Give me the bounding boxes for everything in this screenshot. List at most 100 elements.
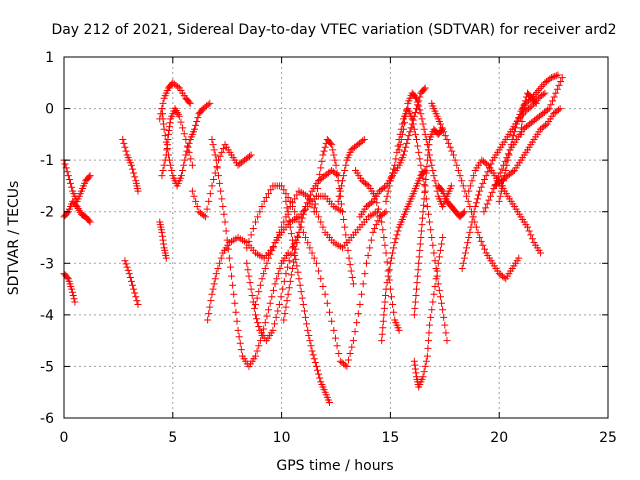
data-point	[121, 257, 129, 265]
data-point	[424, 344, 432, 352]
data-point	[63, 168, 71, 176]
data-point	[323, 299, 331, 307]
data-point	[303, 199, 311, 207]
data-point	[498, 165, 506, 173]
data-point	[439, 234, 447, 241]
data-point	[86, 218, 94, 226]
data-point	[351, 328, 359, 336]
data-point	[440, 313, 448, 321]
data-point	[306, 337, 314, 345]
x-tick-label: 10	[273, 430, 291, 446]
data-point	[435, 286, 443, 294]
data-point	[479, 241, 487, 249]
data-point	[275, 301, 283, 309]
data-point	[333, 170, 341, 178]
data-point	[255, 342, 263, 350]
data-point	[414, 98, 422, 106]
data-point	[319, 282, 327, 290]
data-point	[188, 161, 196, 169]
data-point	[315, 267, 323, 275]
data-point	[429, 241, 437, 249]
data-point	[180, 130, 188, 138]
data-point	[269, 243, 277, 251]
data-point	[417, 161, 425, 169]
data-point	[300, 206, 308, 214]
data-point	[251, 218, 259, 226]
data-point	[411, 298, 419, 306]
data-point	[318, 157, 326, 165]
data-point	[435, 253, 443, 261]
data-point	[219, 203, 227, 211]
data-point	[256, 208, 264, 216]
data-point	[298, 294, 306, 302]
data-point	[329, 146, 337, 154]
data-point	[279, 285, 287, 293]
data-point	[469, 213, 477, 221]
data-point	[166, 156, 174, 164]
data-point	[518, 117, 526, 125]
data-point	[387, 293, 395, 301]
data-point	[251, 301, 259, 309]
data-point	[297, 288, 305, 296]
data-point	[319, 151, 327, 159]
data-point	[317, 275, 325, 283]
data-point	[353, 319, 361, 327]
data-point	[208, 136, 216, 144]
data-point	[411, 93, 419, 101]
data-point	[481, 175, 489, 183]
data-point	[382, 197, 390, 205]
data-point	[86, 172, 94, 180]
data-point	[465, 187, 473, 195]
data-point	[411, 361, 419, 369]
data-point	[438, 124, 446, 132]
data-point	[278, 182, 286, 190]
data-point	[348, 343, 356, 351]
series-trace-14	[251, 192, 347, 309]
data-point	[166, 119, 174, 127]
data-point	[348, 273, 356, 281]
data-point	[192, 197, 200, 205]
data-point	[251, 311, 259, 319]
data-point	[433, 267, 441, 275]
data-point	[423, 203, 431, 211]
data-point	[429, 166, 437, 174]
data-point	[526, 103, 534, 111]
data-point	[331, 156, 339, 164]
data-point	[534, 87, 542, 95]
data-point	[387, 254, 395, 262]
data-point	[438, 240, 446, 248]
data-point	[504, 150, 512, 158]
data-point	[380, 311, 388, 319]
data-point	[232, 308, 240, 316]
series-trace-5	[121, 257, 142, 309]
data-point	[380, 183, 388, 191]
data-point	[438, 186, 446, 194]
data-point	[507, 141, 515, 149]
data-point	[162, 254, 170, 262]
data-point	[216, 179, 224, 187]
data-point	[427, 313, 435, 321]
data-point	[304, 326, 312, 334]
data-point	[288, 236, 296, 244]
data-point	[495, 173, 503, 181]
data-point	[312, 362, 320, 370]
data-point	[130, 285, 138, 293]
data-point	[247, 285, 255, 293]
data-point	[280, 186, 288, 194]
data-point	[550, 93, 558, 101]
data-point	[208, 182, 216, 190]
data-point	[159, 236, 167, 244]
data-point	[254, 319, 262, 327]
data-point	[451, 156, 459, 164]
data-point	[408, 115, 416, 123]
data-point	[193, 117, 201, 125]
data-point	[328, 317, 336, 325]
data-point	[458, 264, 466, 272]
data-point	[268, 293, 276, 301]
data-point	[226, 263, 234, 271]
data-point	[500, 273, 508, 281]
data-point	[325, 308, 333, 316]
data-point	[413, 279, 421, 287]
data-point	[383, 279, 391, 287]
data-point	[401, 147, 409, 155]
